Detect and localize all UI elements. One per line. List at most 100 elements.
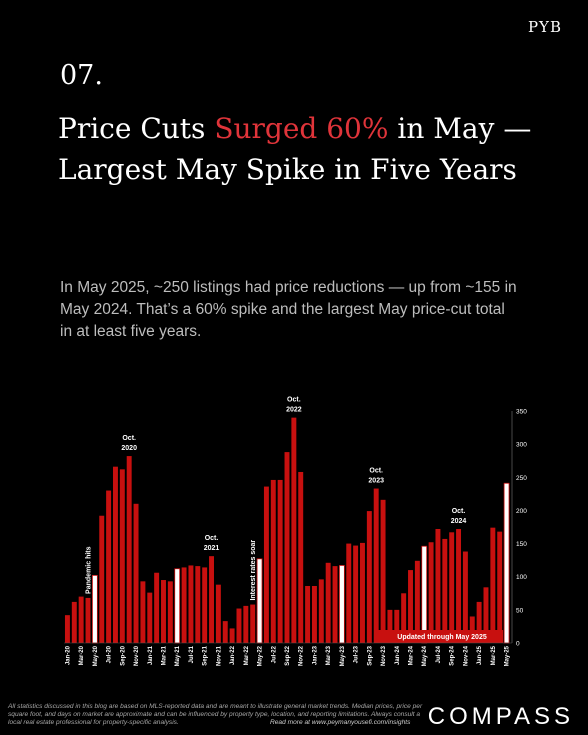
y-tick-label: 200 <box>516 508 527 515</box>
x-tick-label: Sep-21 <box>203 645 209 665</box>
bar <box>181 567 187 643</box>
bar <box>353 545 359 643</box>
bar <box>99 515 105 643</box>
bar <box>387 609 393 643</box>
x-tick-label: Jul-20 <box>107 645 113 663</box>
x-tick-label: Jan-20 <box>65 645 71 665</box>
bar <box>414 560 420 643</box>
x-tick-label: Mar-25 <box>491 645 497 665</box>
bar <box>298 471 304 643</box>
bar <box>119 469 125 643</box>
bar <box>408 570 413 643</box>
x-tick-label: Mar-20 <box>79 645 85 665</box>
highlight-bar <box>174 568 181 644</box>
x-tick-label: May-21 <box>175 645 181 666</box>
x-tick-label: Mar-22 <box>244 645 250 665</box>
bar <box>133 503 139 643</box>
bar <box>291 417 297 643</box>
x-tick-label: Nov-22 <box>299 645 305 666</box>
bar <box>428 542 434 643</box>
bar <box>346 543 352 643</box>
bar <box>325 562 331 643</box>
x-tick-label: Jan-23 <box>312 645 318 665</box>
bar <box>263 486 269 643</box>
bar <box>483 587 489 643</box>
annotation-month: Oct. <box>205 535 219 542</box>
x-tick-label: May-23 <box>340 645 346 666</box>
bar <box>449 532 455 643</box>
bar <box>490 527 496 643</box>
bar <box>222 621 228 643</box>
bar <box>112 466 118 643</box>
highlight-bar <box>339 565 345 644</box>
annotation-year: 2023 <box>368 478 384 485</box>
bar <box>435 528 441 643</box>
x-tick-label: Jan-24 <box>395 645 401 665</box>
bar <box>380 499 386 643</box>
section-number: 07. <box>60 60 103 91</box>
bar <box>318 579 324 643</box>
read-more-link[interactable]: Read more at www.peymanyousefi.com/insig… <box>270 719 411 726</box>
annotation-year: 2020 <box>121 445 137 452</box>
x-tick-label: May-22 <box>258 645 264 666</box>
bar <box>366 511 372 643</box>
banner-label: Updated through May 2025 <box>397 634 487 641</box>
annotation-month: Oct. <box>287 397 301 404</box>
bar <box>497 531 503 643</box>
x-tick-label: Jan-22 <box>230 645 236 665</box>
bar <box>161 580 166 643</box>
x-tick-label: Jul-24 <box>436 645 442 663</box>
x-tick-label: Mar-21 <box>161 645 167 665</box>
update-banner <box>378 630 504 643</box>
x-tick-label: Jul-22 <box>271 645 277 663</box>
x-tick-label: Jan-25 <box>477 645 483 665</box>
bar <box>64 615 70 643</box>
highlight-bar <box>421 545 428 644</box>
highlight-bar <box>92 574 98 644</box>
x-tick-label: Sep-23 <box>367 645 373 665</box>
bar <box>462 551 468 643</box>
title-part-2: in May — Largest May Spike in Five Years <box>58 112 532 186</box>
price-cuts-bar-chart: 0 50 100 150 200 250 300 350 Updated through May… <box>64 397 527 666</box>
y-tick-label: 300 <box>516 442 527 449</box>
bar <box>332 566 338 643</box>
subtitle: In May 2025, ~250 listings had price red… <box>60 279 517 340</box>
x-tick-label: May-25 <box>505 645 511 666</box>
bar <box>188 565 194 643</box>
bar <box>277 479 283 643</box>
page-title: Price Cuts Surged 60% in May — Largest M… <box>58 108 578 190</box>
bar <box>147 592 153 643</box>
bar <box>373 488 379 643</box>
bar <box>250 604 256 643</box>
bar <box>401 593 407 643</box>
bar <box>469 616 475 643</box>
x-tick-label: Mar-23 <box>326 645 332 665</box>
x-tick-label: Sep-20 <box>120 645 126 665</box>
disclaimer-text: All statistics discussed in this blog ar… <box>8 703 423 726</box>
bar <box>243 605 249 643</box>
x-tick-label: Jan-21 <box>148 645 154 665</box>
bar <box>270 479 276 643</box>
annotation-month: Oct. <box>452 508 466 515</box>
bar <box>85 597 91 643</box>
bar <box>442 538 448 643</box>
bar <box>236 608 242 643</box>
event-label: Pandemic hits <box>86 546 93 594</box>
y-tick-label: 50 <box>516 607 524 614</box>
title-highlight: Surged 60% <box>214 112 389 145</box>
bar <box>456 528 462 643</box>
annotation-year: 2022 <box>286 407 302 414</box>
brand-logo: PYB <box>527 18 562 36</box>
x-tick-label: Jul-21 <box>189 645 195 663</box>
event-label: Interest rates soar <box>250 540 257 601</box>
x-tick-label: May-20 <box>93 645 99 666</box>
x-tick-label: Nov-23 <box>381 645 387 666</box>
bar <box>195 566 201 643</box>
bar <box>209 556 214 643</box>
y-tick-label: 150 <box>516 541 527 548</box>
annotation-year: 2024 <box>451 518 467 525</box>
annotation-year: 2021 <box>204 545 220 552</box>
bar <box>106 490 112 643</box>
bar <box>311 585 317 643</box>
x-tick-label: Nov-20 <box>134 645 140 666</box>
